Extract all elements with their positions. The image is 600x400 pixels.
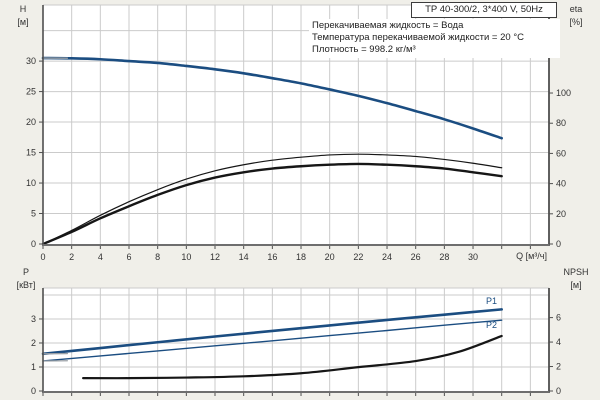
head-curve [41,56,503,140]
info-line-fluid: Перекачиваемая жидкость = Вода [312,20,464,31]
npsh-axis-label: NPSH [м] [557,266,595,292]
top-right-tick-label: 80 [556,118,566,128]
top-left-tick-label: 10 [26,178,36,188]
fluid-info-block: Перекачиваемая жидкость = Вода Температу… [309,19,560,58]
top-x-tick-label: 22 [353,252,363,262]
top-x-tick-label: 20 [325,252,335,262]
top-right-tick-label: 60 [556,148,566,158]
npsh-axis-symbol: NPSH [563,267,589,277]
pump-title-box: TP 40-300/2, 3*400 V, 50Hz [411,2,557,18]
top-x-tick-label: 8 [155,252,160,262]
top-x-tick-label: 30 [468,252,478,262]
top-x-tick-label: 10 [181,252,191,262]
p-axis-symbol: P [22,267,29,277]
npsh-axis-unit: [м] [570,280,582,290]
bottom-left-tick-label: 1 [31,362,36,372]
top-x-tick-label: 24 [382,252,392,262]
top-x-tick-label: 18 [296,252,306,262]
top-x-tick-label: 12 [210,252,220,262]
p-axis-unit: [кВт] [16,280,36,290]
top-right-tick-label: 20 [556,209,566,219]
top-left-tick-label: 30 [26,56,36,66]
h-axis-label: H [м] [9,3,37,29]
top-right-tick-label: 100 [556,88,571,98]
top-x-tick-label: 6 [126,252,131,262]
top-left-tick-label: 25 [26,87,36,97]
top-right-tick-label: 0 [556,239,561,249]
npsh-curve [82,334,503,380]
h-axis-symbol: H [19,4,27,14]
top-x-tick-label: 2 [69,252,74,262]
bottom-left-tick-label: 3 [31,314,36,324]
bottom-right-tick-label: 6 [556,313,561,323]
top-x-tick-label: 16 [267,252,277,262]
top-x-tick-label: 4 [98,252,103,262]
top-x-tick-label: 0 [40,252,45,262]
eta-axis-label: eta [%] [561,3,591,29]
pump-title: TP 40-300/2, 3*400 V, 50Hz [425,4,543,15]
top-x-tick-label: 28 [439,252,449,262]
h-axis-unit: [м] [17,17,29,27]
eta1-curve [42,153,503,245]
top-right-tick-label: 40 [556,179,566,189]
p1-curve [41,308,503,356]
bottom-right-tick-label: 4 [556,337,561,347]
bottom-left-tick-label: 2 [31,338,36,348]
top-left-tick-label: 15 [26,148,36,158]
bottom-left-tick-label: 0 [31,386,36,396]
top-left-tick-label: 0 [31,239,36,249]
bottom-right-tick-label: 2 [556,362,561,372]
p2-curve-label: P2 [486,320,498,330]
p1-curve-label: P1 [486,296,498,306]
q-axis-label: Q [м³/ч] [516,251,547,261]
top-x-tick-label: 26 [411,252,421,262]
eta-axis-unit: [%] [569,17,583,27]
p2-curve [42,319,503,362]
top-x-tick-label: 14 [239,252,249,262]
info-line-density: Плотность = 998.2 кг/м³ [312,44,416,55]
eta2-curve [41,162,503,246]
top-left-tick-label: 20 [26,117,36,127]
top-left-tick-label: 5 [31,209,36,219]
bottom-right-tick-label: 0 [556,386,561,396]
eta-axis-symbol: eta [569,4,583,14]
info-line-temperature: Температура перекачиваемой жидкости = 20… [312,32,524,43]
p-axis-label: P [кВт] [11,266,41,292]
